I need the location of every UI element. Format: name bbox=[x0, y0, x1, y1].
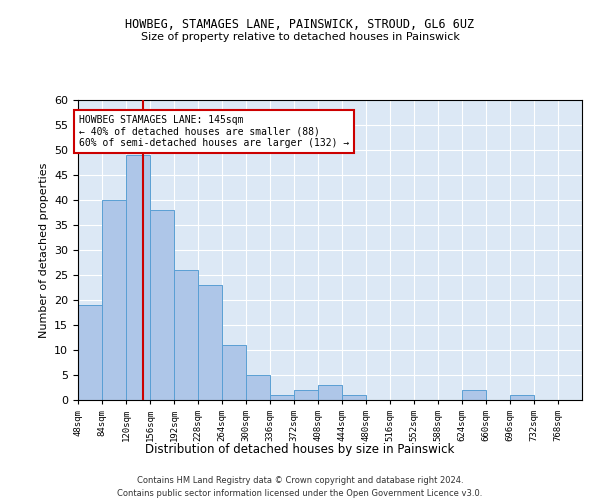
Bar bbox=[510, 395, 534, 400]
Bar bbox=[150, 210, 174, 400]
Bar bbox=[462, 390, 486, 400]
Y-axis label: Number of detached properties: Number of detached properties bbox=[38, 162, 49, 338]
Text: HOWBEG STAMAGES LANE: 145sqm
← 40% of detached houses are smaller (88)
60% of se: HOWBEG STAMAGES LANE: 145sqm ← 40% of de… bbox=[79, 115, 350, 148]
Bar bbox=[342, 395, 366, 400]
Bar bbox=[270, 395, 294, 400]
Bar bbox=[126, 155, 150, 400]
Text: Distribution of detached houses by size in Painswick: Distribution of detached houses by size … bbox=[145, 442, 455, 456]
Bar bbox=[198, 285, 222, 400]
Bar bbox=[246, 375, 270, 400]
Bar bbox=[294, 390, 318, 400]
Text: HOWBEG, STAMAGES LANE, PAINSWICK, STROUD, GL6 6UZ: HOWBEG, STAMAGES LANE, PAINSWICK, STROUD… bbox=[125, 18, 475, 30]
Bar bbox=[102, 200, 126, 400]
Bar bbox=[222, 345, 246, 400]
Bar bbox=[174, 270, 198, 400]
Text: Contains HM Land Registry data © Crown copyright and database right 2024.: Contains HM Land Registry data © Crown c… bbox=[137, 476, 463, 485]
Bar bbox=[318, 385, 342, 400]
Bar bbox=[78, 305, 102, 400]
Text: Contains public sector information licensed under the Open Government Licence v3: Contains public sector information licen… bbox=[118, 489, 482, 498]
Text: Size of property relative to detached houses in Painswick: Size of property relative to detached ho… bbox=[140, 32, 460, 42]
